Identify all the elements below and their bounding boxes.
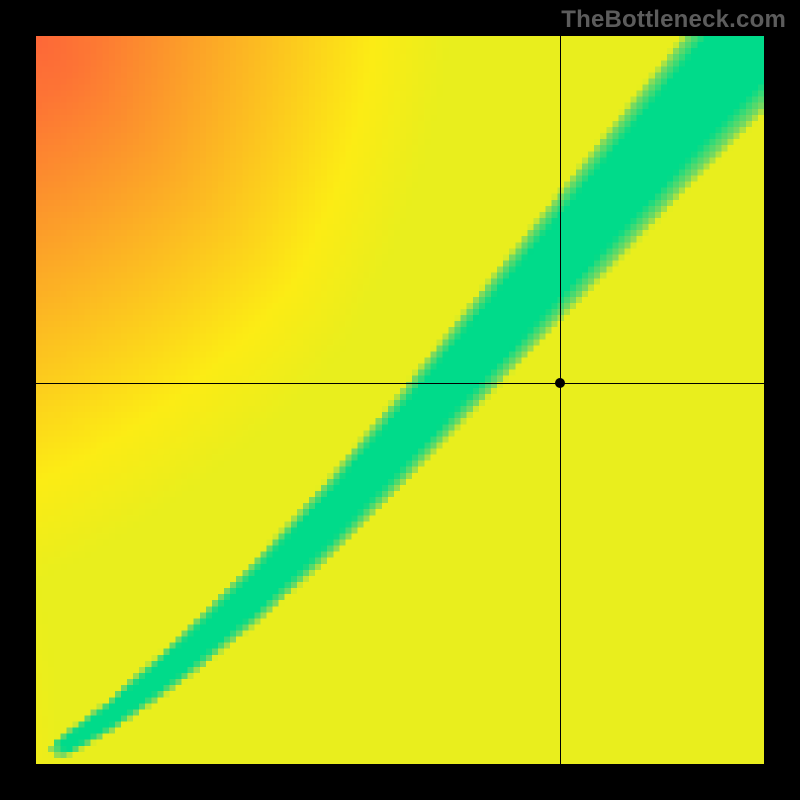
marker-dot <box>555 378 565 388</box>
heatmap-plot <box>36 36 764 764</box>
heatmap-canvas <box>36 36 764 764</box>
crosshair-vertical <box>560 36 561 764</box>
crosshair-horizontal <box>36 383 764 384</box>
watermark-text: TheBottleneck.com <box>561 6 786 34</box>
